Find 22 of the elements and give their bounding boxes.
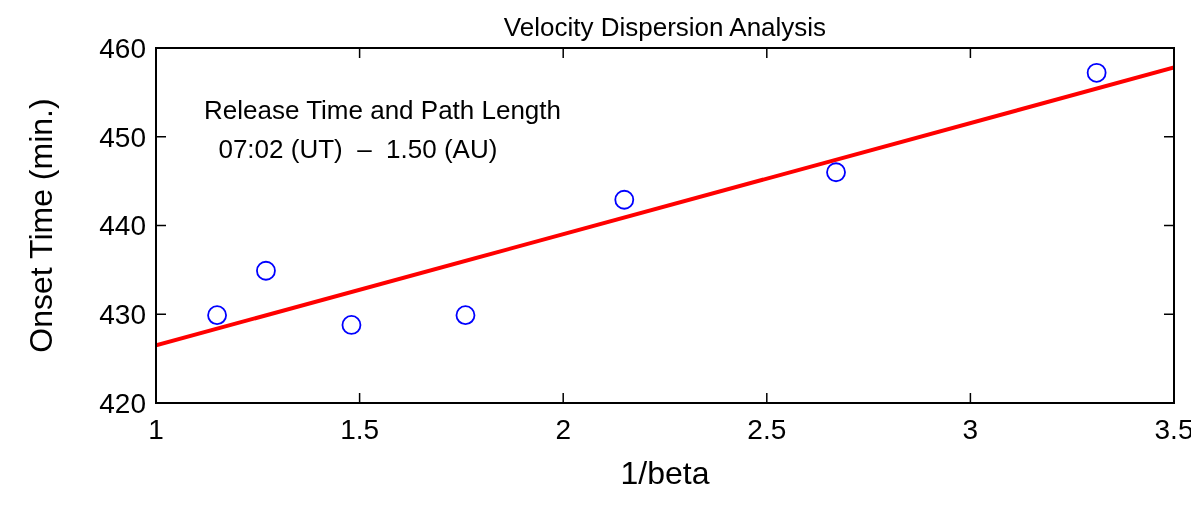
x-tick-label: 1.5 xyxy=(340,414,380,445)
x-tick-label: 3 xyxy=(962,414,979,445)
x-tick-label: 1 xyxy=(148,414,164,445)
point xyxy=(614,189,635,210)
point xyxy=(341,315,362,335)
y-axis-title: Onset Time (min.) xyxy=(23,98,59,353)
y-tick-label: 460 xyxy=(99,32,146,64)
y-tick-label: 440 xyxy=(99,210,146,242)
point xyxy=(455,305,476,326)
annotation: Release Time and Path Length xyxy=(204,95,562,125)
point xyxy=(207,305,227,326)
y-tick-label: 430 xyxy=(99,299,146,331)
chart-title: Velocity Dispersion Analysis xyxy=(503,12,827,42)
y-tick-label: 450 xyxy=(99,121,146,153)
y-tick-label: 420 xyxy=(99,387,146,419)
x-axis-title: 1/beta xyxy=(620,455,710,491)
x-tick-label: 2 xyxy=(555,414,571,445)
annotation: 07:02 (UT) – 1.50 (AU) xyxy=(204,134,498,164)
point xyxy=(256,260,276,281)
point xyxy=(1086,62,1107,83)
x-tick-label: 2.5 xyxy=(747,414,787,445)
point xyxy=(826,162,846,183)
